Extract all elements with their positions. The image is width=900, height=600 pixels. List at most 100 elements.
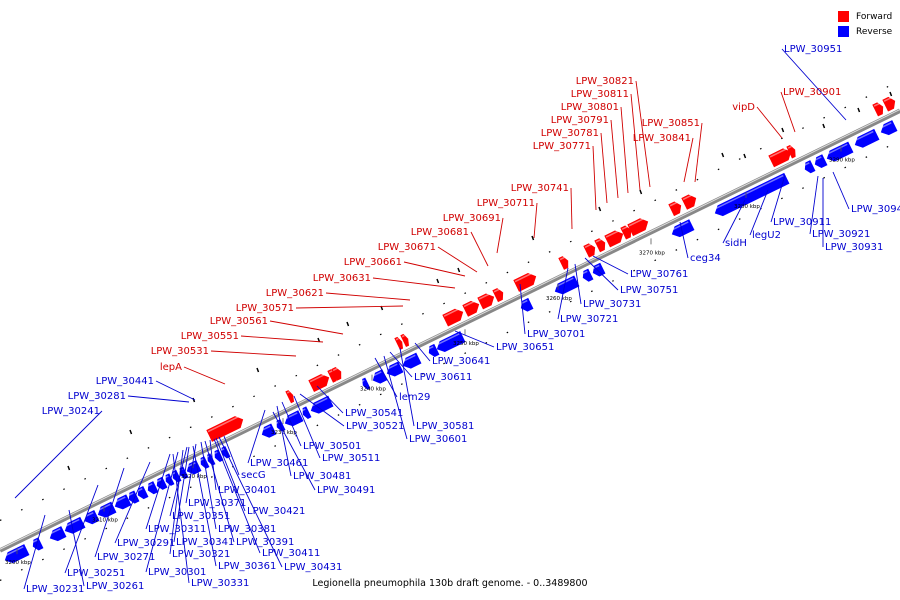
leader-line <box>223 435 240 476</box>
gene-arrow <box>804 160 816 174</box>
leader-line <box>204 440 235 543</box>
forward-gene-label: LPW_30811 <box>571 89 629 100</box>
forward-gene <box>604 229 624 248</box>
forward-gene <box>768 147 792 168</box>
leader-line <box>533 202 538 239</box>
forward-swatch <box>838 11 849 22</box>
gene-arrow <box>64 516 86 534</box>
tick-mark <box>857 107 861 113</box>
reverse-gene-label: LPW_30761 <box>630 269 688 280</box>
forward-gene <box>206 415 244 442</box>
gene-highlight <box>309 373 326 383</box>
leader-line <box>247 409 266 464</box>
tick-mark <box>721 152 725 158</box>
reverse-gene-label: legU2 <box>752 230 781 241</box>
reverse-gene-label: LPW_30731 <box>583 299 641 310</box>
gene-highlight <box>559 256 565 261</box>
leader-line <box>600 132 608 204</box>
legend-forward-label: Forward <box>856 11 893 22</box>
leader-line <box>679 221 689 259</box>
gene-arrow <box>668 201 682 217</box>
reverse-gene <box>427 343 440 357</box>
reverse-gene-label: LPW_30231 <box>26 584 84 595</box>
reverse-gene-label: LPW_30391 <box>236 537 294 548</box>
reverse-gene-label: LPW_30921 <box>812 229 870 240</box>
forward-gene-label: vipD <box>732 102 755 113</box>
tick-mark <box>256 367 260 373</box>
forward-gene-label: LPW_30741 <box>511 183 569 194</box>
gene-highlight <box>83 511 94 518</box>
gene-highlight <box>713 174 784 211</box>
forward-gene-label: LPW_30671 <box>378 242 436 253</box>
gene-arrow <box>84 509 100 525</box>
reverse-gene-label: secG <box>241 470 266 481</box>
reverse-gene-label: LPW_30361 <box>218 561 276 572</box>
leader-line <box>299 393 345 427</box>
leader-line <box>519 283 526 335</box>
reverse-gene-label: LPW_30951 <box>784 44 842 55</box>
gene-arrow <box>882 96 896 112</box>
reverse-gene <box>371 369 388 384</box>
reverse-gene <box>283 410 304 427</box>
kbp-label: 3200 kbp <box>5 560 31 566</box>
forward-gene <box>477 292 495 310</box>
reverse-gene-label: LPW_30491 <box>317 485 375 496</box>
tick-mark <box>598 206 602 212</box>
reverse-gene-label: LPW_30611 <box>414 372 472 383</box>
gene-arrow <box>872 102 884 117</box>
gene-arrow <box>462 300 480 317</box>
leader-line <box>213 438 261 554</box>
kbp-label: 3280 kbp <box>734 204 760 210</box>
gene-highlight <box>185 462 196 469</box>
leader-line <box>570 187 573 230</box>
forward-gene <box>681 194 697 210</box>
tick-mark <box>889 91 893 97</box>
kbp-label: 3250 kbp <box>453 341 479 347</box>
gene-highlight <box>213 451 218 455</box>
gene-highlight <box>669 201 678 207</box>
forward-gene-label: LPW_30631 <box>313 273 371 284</box>
gene-arrow <box>671 219 695 238</box>
gene-arrow <box>394 336 404 350</box>
leader-line <box>592 145 597 211</box>
reverse-gene-label: LPW_30651 <box>496 342 554 353</box>
gene-arrow <box>583 243 596 258</box>
leader-line <box>240 335 324 343</box>
gene-arrow <box>768 148 792 168</box>
gene-highlight <box>395 337 399 341</box>
gene-arrow <box>826 141 854 162</box>
leader-line <box>770 174 786 223</box>
reverse-gene <box>164 473 175 486</box>
leader-line <box>557 267 569 320</box>
leader-line <box>23 514 46 590</box>
gene-highlight <box>332 367 338 372</box>
gene-arrow <box>513 273 537 292</box>
gene-highlight <box>591 264 600 270</box>
kbp-label: 3290 kbp <box>829 158 855 164</box>
gene-highlight <box>873 102 880 107</box>
gene-highlight <box>113 496 126 504</box>
gene-highlight <box>581 270 588 275</box>
gene-highlight <box>787 145 792 149</box>
gene-arrow <box>582 268 594 282</box>
reverse-gene-label: LPW_30381 <box>218 524 276 535</box>
reverse-gene <box>146 481 159 495</box>
gene-highlight <box>3 546 24 557</box>
leader-line <box>172 453 190 584</box>
forward-gene-label: LPW_30801 <box>561 102 619 113</box>
leader-line <box>620 106 629 194</box>
forward-gene-label: LPW_30561 <box>210 316 268 327</box>
reverse-gene-label: LPW_30431 <box>284 562 342 573</box>
reverse-gene <box>813 154 828 168</box>
reverse-gene-label: LPW_30601 <box>409 434 467 445</box>
forward-gene-label: LPW_30821 <box>576 76 634 87</box>
reverse-gene <box>553 275 580 295</box>
forward-gene-label: LPW_30771 <box>533 141 591 152</box>
gene-highlight <box>401 334 405 338</box>
genome-backbone <box>0 108 900 553</box>
leader-line <box>780 91 796 133</box>
gene-highlight <box>584 243 592 248</box>
leader-line <box>694 122 703 183</box>
gene-arrow <box>627 218 649 237</box>
forward-gene-label: LPW_30841 <box>633 133 691 144</box>
